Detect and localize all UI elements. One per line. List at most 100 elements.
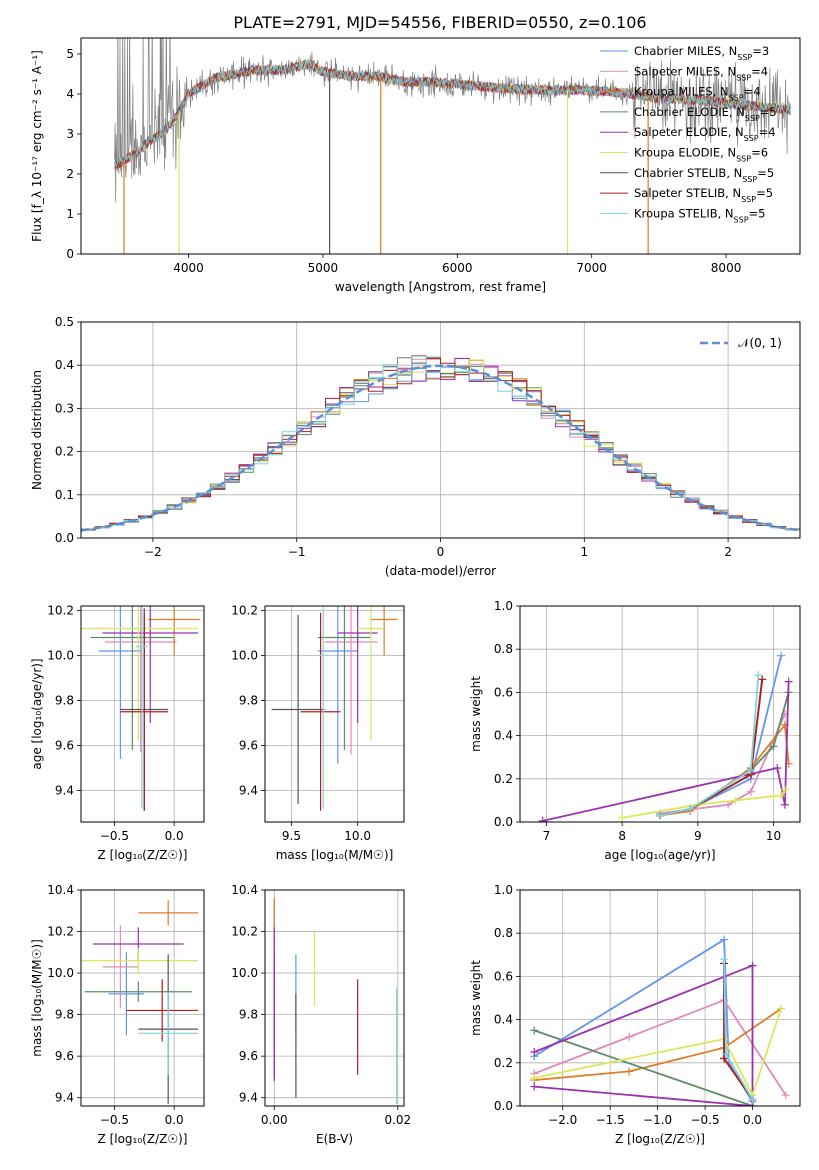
x-tick-label: 9: [694, 829, 702, 843]
series-marker: [777, 651, 786, 660]
series-line-4: [542, 681, 790, 822]
x-tick-label: −0.5: [100, 1113, 129, 1127]
legend-normal-label: 𝒩(0, 1): [738, 336, 782, 350]
axes-frame: [264, 605, 405, 823]
legend-nssp-value: 6: [761, 146, 768, 160]
figure-title: PLATE=2791, MJD=54556, FIBERID=0550, z=0…: [233, 13, 646, 32]
series-marker: [538, 816, 547, 822]
legend-nssp-label: , NSSP=: [720, 146, 761, 164]
legend-label-6: Chabrier STELIB, NSSP=5: [634, 166, 774, 184]
legend-model-name: Salpeter MILES: [634, 64, 720, 78]
mass-vs-extinction-panel: 0.00 0.02 9.4 9.6 9.8 10.0 10.2 10.4 E(B-V): [231, 883, 411, 1146]
series-line-3: [533, 1029, 753, 1106]
y-tick-label: 0.4: [494, 729, 513, 743]
series-marker: [773, 764, 782, 772]
legend-model-name: Chabrier ELODIE: [634, 105, 729, 119]
y-tick-label: 9.8: [55, 694, 74, 708]
legend-nssp-value: 4: [768, 125, 775, 139]
y-tick-label: 3: [66, 127, 74, 141]
plot-area: [271, 606, 398, 811]
y-tick-label: 10.2: [47, 925, 74, 939]
series-marker: [530, 1026, 539, 1035]
y-tick-label: 9.4: [239, 1091, 258, 1105]
plot-area: [81, 355, 800, 532]
mass-weight-vs-metallicity-panel: −2.0 −1.5 −1.0 −0.5 0.0 0.0 0.2 0.4 0.6 0.8 1.0 Z […: [469, 883, 801, 1146]
legend-nssp-label: , NSSP=: [718, 206, 759, 224]
legend-label-5: Kroupa ELODIE, NSSP=6: [634, 146, 768, 164]
x-tick-label: −1: [288, 545, 306, 559]
legend-nssp-value: 4: [753, 85, 760, 99]
plot-area: [273, 898, 398, 1104]
series-marker: [530, 1048, 539, 1056]
legend-nssp-value: 4: [761, 64, 768, 78]
y-tick-label: 9.6: [239, 1049, 258, 1063]
x-tick-label: −2: [144, 545, 162, 559]
legend-label-8: Kroupa STELIB, NSSP=5: [634, 206, 766, 224]
series-marker: [758, 675, 767, 684]
legend-nssp-label: , NSSP=: [720, 64, 761, 82]
series-marker: [777, 792, 786, 801]
legend-label-1: Salpeter MILES, NSSP=4: [634, 64, 768, 82]
legend-nssp-label: , NSSP=: [728, 125, 769, 143]
x-axis-label: Z [log₁₀(Z/Z☉)]: [98, 848, 188, 862]
x-tick-label: −0.5: [100, 829, 129, 843]
y-tick-label: 10.4: [47, 883, 74, 897]
x-axis-label: Z [log₁₀(Z/Z☉)]: [615, 1132, 705, 1146]
series-marker: [748, 1095, 757, 1104]
series-line-8: [659, 675, 760, 817]
series-marker: [618, 813, 627, 822]
legend-nssp-label: , NSSP=: [725, 186, 766, 204]
y-tick-label: 9.8: [55, 1008, 74, 1022]
y-tick-label: 9.6: [239, 739, 258, 753]
y-tick-label: 10.4: [231, 883, 258, 897]
x-tick-label: 1: [580, 545, 588, 559]
x-axis-label: (data-model)/error: [385, 564, 496, 578]
y-tick-label: 9.4: [55, 784, 74, 798]
x-tick-label: 8000: [711, 261, 742, 275]
x-tick-label: 10.0: [344, 829, 371, 843]
x-tick-label: 0.0: [165, 829, 184, 843]
series-line-5: [534, 1008, 782, 1098]
y-tick-label: 0.2: [494, 772, 513, 786]
x-tick-label: 0.00: [261, 1113, 288, 1127]
series-marker: [748, 961, 757, 970]
series-line-4: [533, 964, 754, 1106]
y-axis-label: mass weight: [469, 676, 483, 752]
y-tick-label: 0.0: [494, 815, 513, 829]
x-tick-label: 0: [437, 545, 445, 559]
legend-nssp-value: 3: [762, 44, 769, 58]
axes-frame: [80, 605, 205, 823]
axes-frame: [80, 321, 801, 539]
series-line-1: [659, 713, 786, 815]
x-tick-label: −2.0: [548, 1113, 577, 1127]
y-tick-label: 10.0: [231, 966, 258, 980]
y-tick-label: 9.4: [55, 1091, 74, 1105]
y-tick-label: 0.6: [494, 969, 513, 983]
series-marker: [777, 1004, 786, 1013]
y-tick-label: 10.0: [47, 649, 74, 663]
y-axis-label: mass [log₁₀(M/M☉)]: [30, 939, 44, 1057]
y-axis-label: mass weight: [469, 960, 483, 1036]
series-line-5: [622, 789, 786, 819]
y-tick-label: 1: [66, 207, 74, 221]
y-tick-label: 0.8: [494, 642, 513, 656]
x-axis-label: Z [log₁₀(Z/Z☉)]: [98, 1132, 188, 1146]
y-tick-label: 0.4: [55, 358, 74, 372]
age-vs-metallicity-panel: −0.5 0.0 9.4 9.6 9.8 10.0 10.2 Z [log₁₀(Z/Z☉)] a…: [30, 604, 205, 862]
plot-area: [530, 935, 790, 1106]
legend-model-name: Kroupa ELODIE: [634, 146, 720, 160]
series-marker: [625, 1067, 634, 1076]
legend-model-name: Salpeter STELIB: [634, 186, 725, 200]
x-tick-label: 5000: [308, 261, 339, 275]
plot-area: [81, 900, 199, 1104]
x-tick-label: −1.5: [596, 1113, 625, 1127]
x-tick-label: 7: [543, 829, 551, 843]
legend-nssp-label: , NSSP=: [726, 166, 767, 184]
series-marker: [746, 787, 755, 796]
series-marker: [769, 742, 778, 751]
x-tick-label: 8: [618, 829, 626, 843]
axes-frame: [80, 37, 801, 255]
series-marker: [720, 955, 729, 964]
series-marker: [754, 671, 763, 680]
